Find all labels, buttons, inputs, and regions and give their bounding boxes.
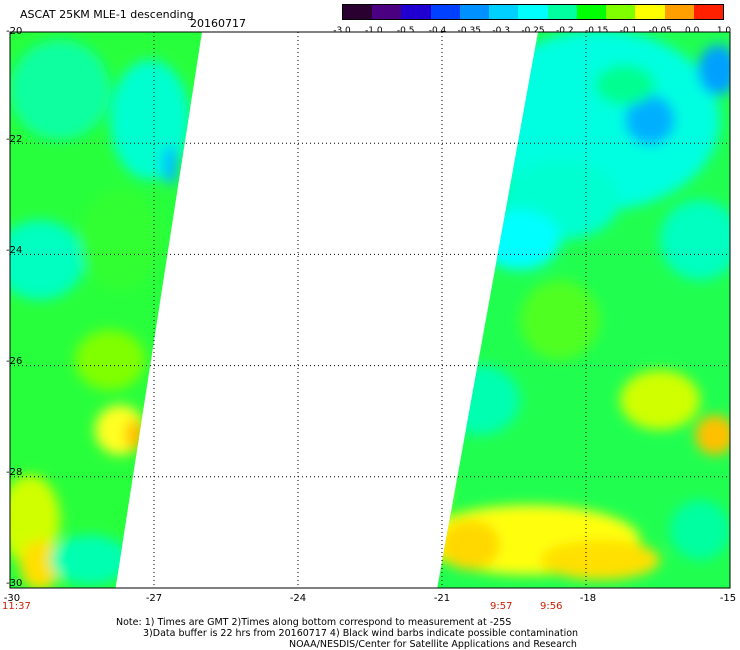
lon-label-27: -27 [145,593,163,604]
note-line-2: 3)Data buffer is 22 hrs from 20160717 4)… [143,628,579,639]
lat-label-28: -28 [6,467,23,478]
colorbar-label: -0.35 [457,26,481,36]
map-date: 20160717 [190,17,246,30]
lon-label-24: -24 [289,593,307,604]
colorbar-label: -0.2 [556,26,574,36]
colorbar-label: -0.4 [428,26,447,36]
lat-label-22: -22 [6,134,23,145]
lon-label-21: -21 [433,593,451,604]
lat-label-20: -20 [6,26,23,37]
colorbar-label: -0.1 [619,26,638,36]
colorbar-label: -3.0 [333,26,351,36]
colorbar-label: 1.0 [716,26,732,36]
colorbar-label: -0.3 [492,26,510,36]
map-frame [9,31,731,589]
colorbar-label: -0.05 [648,26,672,36]
colorbar-segment [489,5,519,19]
colorbar-segment [693,5,724,19]
colorbar [342,4,724,20]
colorbar-label: -0.25 [521,26,545,36]
lon-label-15: -15 [719,593,737,604]
colorbar-segment [606,5,636,19]
colorbar-segment [372,5,402,19]
colorbar-label: -0.15 [585,26,609,36]
colorbar-label: -0.5 [396,26,415,36]
colorbar-segment [401,5,431,19]
colorbar-labels: -3.0 -1.0 -0.5 -0.4 -0.35 -0.3 -0.25 -0.2 -0.15-… [330,26,732,38]
colorbar-label: -1.0 [365,26,383,36]
time-label-mid2: 9:56 [540,601,563,612]
colorbar-segment [430,5,460,19]
colorbar-segment [635,5,665,19]
colorbar-segment [664,5,694,19]
time-label-left: 11:37 [2,601,31,612]
colorbar-segment [518,5,548,19]
colorbar-segment [343,5,373,19]
note-line-1: Note: 1) Times are GMT 2)Times along bot… [116,617,512,628]
colorbar-label: 0.0 [684,26,700,36]
colorbar-segment [576,5,607,19]
map-title: ASCAT 25KM MLE-1 descending [20,8,194,21]
time-label-mid1: 9:57 [490,601,513,612]
lat-label-30: -30 [6,578,23,589]
lat-label-24: -24 [6,245,23,256]
colorbar-segment [547,5,577,19]
lon-label-18: -18 [579,593,597,604]
note-line-3: NOAA/NESDIS/Center for Satellite Applica… [289,639,577,650]
colorbar-segment [459,5,490,19]
lat-label-26: -26 [6,356,23,367]
lon-label-30: -30 [3,593,21,604]
